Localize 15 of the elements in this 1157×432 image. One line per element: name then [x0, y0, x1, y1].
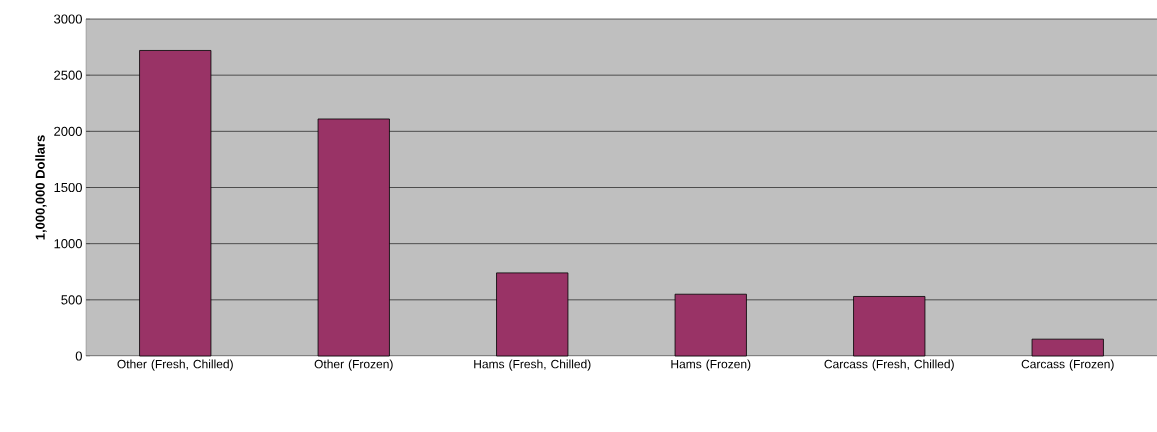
y-tick-label: 3000 — [54, 14, 82, 24]
x-tick-label: Hams (Frozen) — [671, 359, 751, 371]
x-tick-label: Other (Fresh, Chilled) — [117, 359, 233, 371]
y-tick-label: 1000 — [54, 239, 82, 249]
y-tick-label: 500 — [61, 295, 82, 305]
y-tick-label: 2500 — [54, 70, 82, 80]
x-tick-label: Hams (Fresh, Chilled) — [474, 359, 591, 371]
x-tick-label: Carcass (Fresh, Chilled) — [824, 359, 954, 371]
y-tick-label: 1500 — [54, 182, 82, 193]
x-tick-label: Other (Frozen) — [314, 359, 393, 371]
y-tick-label: 2000 — [54, 126, 82, 136]
x-tick-label: Carcass (Frozen) — [1021, 359, 1114, 371]
y-tick-label: 0 — [75, 351, 82, 361]
bar — [1031, 338, 1104, 357]
y-axis-title: 1,000,000 Dollars — [35, 135, 47, 240]
